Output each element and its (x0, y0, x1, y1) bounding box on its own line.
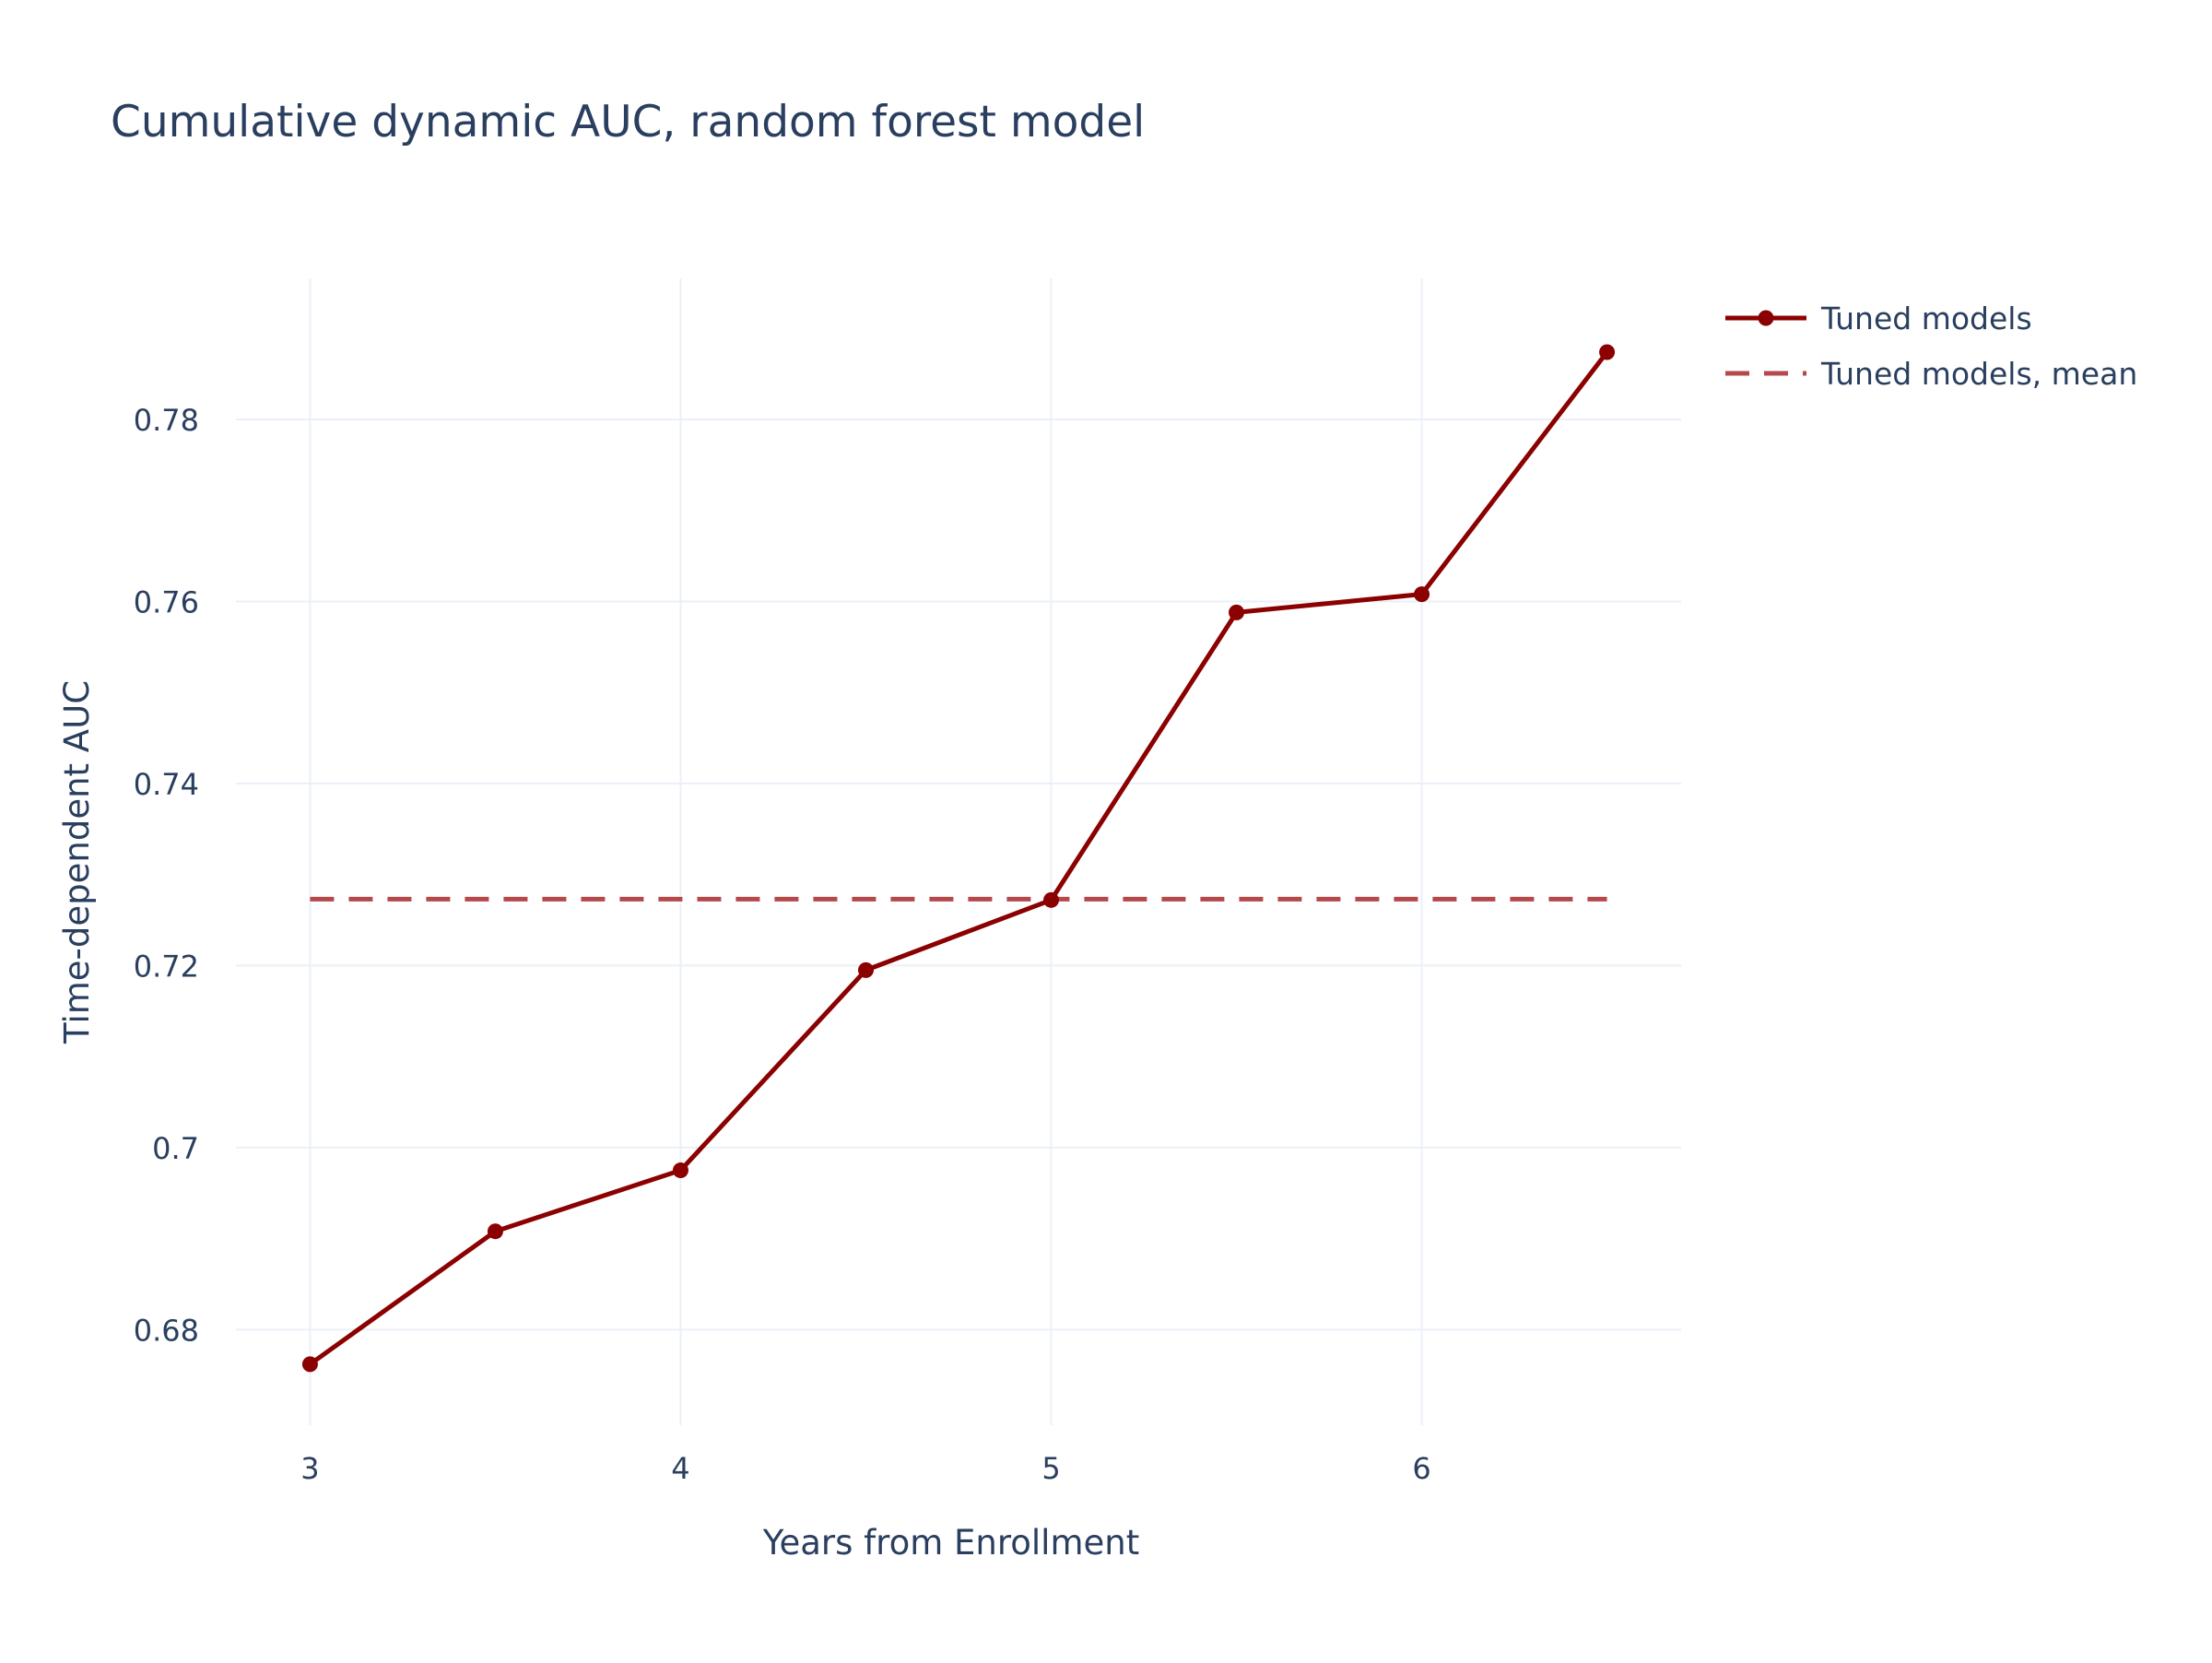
x-tick-label: 6 (1412, 1451, 1430, 1486)
data-point-marker[interactable] (1043, 891, 1060, 908)
series-line-tuned-models (308, 350, 1609, 1366)
y-tick-label: 0.7 (152, 1131, 199, 1166)
legend-label-tuned-models: Tuned models (1820, 301, 2032, 336)
legend: Tuned models Tuned models, mean (1725, 301, 2137, 392)
data-point-marker[interactable] (487, 1223, 503, 1240)
legend-label-tuned-models-mean: Tuned models, mean (1820, 356, 2137, 392)
y-tick-label: 0.76 (134, 584, 199, 619)
y-tick-label: 0.68 (134, 1313, 199, 1348)
x-tick-label: 3 (300, 1451, 319, 1486)
y-tick-label: 0.72 (134, 949, 199, 984)
data-point-marker[interactable] (1229, 604, 1245, 620)
x-tick-labels: 3 4 5 6 (300, 1451, 1431, 1486)
legend-swatch-tuned-models-marker (1758, 310, 1774, 326)
series-line-layer (308, 350, 1609, 1366)
data-point-marker[interactable] (1414, 586, 1430, 603)
grid-layer (236, 278, 1681, 1425)
data-point-marker[interactable] (301, 1356, 318, 1373)
legend-item-tuned-models-mean[interactable]: Tuned models, mean (1725, 356, 2137, 392)
x-axis-label: Years from Enrollment (762, 1523, 1139, 1563)
x-tick-label: 4 (671, 1451, 689, 1486)
legend-item-tuned-models[interactable]: Tuned models (1725, 301, 2032, 336)
y-tick-labels: 0.68 0.7 0.72 0.74 0.76 0.78 (134, 403, 199, 1348)
y-tick-label: 0.74 (134, 767, 199, 802)
chart-title: Cumulative dynamic AUC, random forest mo… (111, 97, 1145, 147)
marker-layer (301, 344, 1616, 1373)
data-point-marker[interactable] (1599, 344, 1616, 360)
y-tick-label: 0.78 (134, 403, 199, 438)
y-axis-label: Time-dependent AUC (57, 680, 97, 1044)
data-point-marker[interactable] (857, 961, 874, 978)
x-tick-label: 5 (1041, 1451, 1060, 1486)
data-point-marker[interactable] (672, 1162, 688, 1179)
